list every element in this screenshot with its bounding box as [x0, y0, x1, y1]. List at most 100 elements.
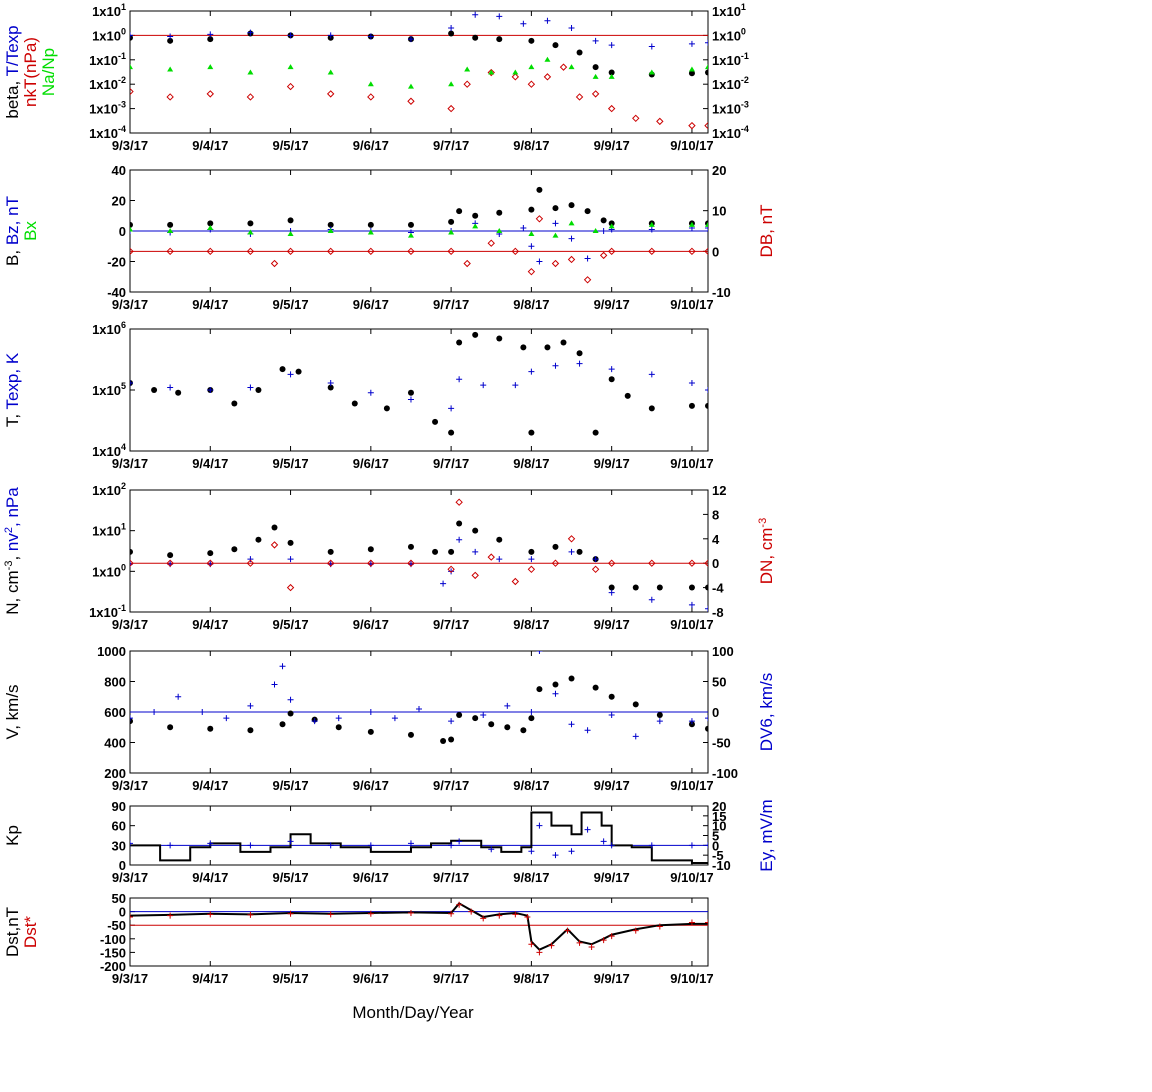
- y-tick-label-right: 1x101: [712, 2, 746, 19]
- data-point: [367, 247, 375, 256]
- y-axis-label-left: T, Texp, K: [3, 352, 22, 427]
- data-area: [130, 651, 708, 744]
- x-tick-label: 9/5/17: [272, 456, 308, 471]
- plot-frame: [129, 805, 709, 866]
- panel-T: 9/3/17 9/4/17 9/5/17 9/6/17 9/7/17 9/8/17 9/9/…: [3, 320, 714, 471]
- data-point: [167, 724, 174, 731]
- data-point: [632, 584, 639, 591]
- data-point: [231, 400, 238, 407]
- data-point: [704, 559, 708, 567]
- data-point: [512, 69, 519, 75]
- data-point: [130, 380, 133, 387]
- data-point: [608, 693, 615, 700]
- data-point: [166, 93, 174, 101]
- data-point: [407, 97, 415, 105]
- y-tick-label-right: -50: [712, 736, 731, 751]
- data-point: [432, 548, 439, 555]
- x-tick-label: 9/9/17: [594, 617, 630, 632]
- data-point: [440, 580, 447, 587]
- data-point: [632, 701, 639, 708]
- data-point: [287, 710, 294, 717]
- data-point: [487, 553, 495, 561]
- data-point: [632, 927, 639, 934]
- y-tick-label-left: 1x10-4: [89, 124, 126, 141]
- data-point: [407, 543, 414, 550]
- y-axis-label-right: DB, nT: [757, 205, 776, 258]
- data-point: [656, 712, 663, 719]
- data-point: [520, 224, 527, 231]
- data-point: [472, 331, 479, 338]
- data-point: [705, 919, 708, 926]
- data-point: [287, 64, 294, 70]
- y-axis-label-left: N, cm-3, nv2, nPa: [3, 487, 22, 615]
- data-point: [551, 559, 560, 567]
- x-tick-label: 9/8/17: [513, 138, 549, 153]
- y-tick-label-right: 0: [712, 705, 719, 720]
- y-tick-label-right: -5: [712, 848, 724, 863]
- data-point: [407, 247, 415, 256]
- data-point: [167, 384, 174, 391]
- data-point: [463, 259, 471, 268]
- data-point: [367, 33, 374, 40]
- data-point: [552, 690, 559, 697]
- data-point: [584, 208, 591, 215]
- data-point: [335, 715, 342, 722]
- y-tick-label-right: -8: [712, 605, 724, 620]
- data-point: [456, 901, 463, 908]
- data-point: [130, 715, 133, 722]
- data-point: [246, 247, 255, 256]
- data-point: [351, 400, 358, 407]
- data-point: [207, 550, 214, 557]
- y-axis-label-right: DV6, km/s: [757, 673, 776, 751]
- data-point: [231, 546, 238, 553]
- data-point: [206, 247, 214, 256]
- data-point: [367, 389, 374, 396]
- data-point: [656, 718, 663, 725]
- data-point: [511, 247, 520, 256]
- data-point: [592, 73, 599, 79]
- data-point: [327, 32, 334, 39]
- data-point: [367, 229, 374, 235]
- data-point: [648, 596, 655, 603]
- data-point: [247, 727, 254, 734]
- y-tick-label-right: 8: [712, 507, 719, 522]
- y-tick-label-left: 1x10-1: [89, 603, 126, 620]
- x-tick-label: 9/7/17: [433, 778, 469, 793]
- data-point: [600, 217, 607, 224]
- x-tick-label: 9/3/17: [112, 778, 148, 793]
- x-tick-label: 9/8/17: [513, 971, 549, 986]
- data-point: [279, 721, 286, 728]
- data-point: [511, 73, 520, 81]
- data-point: [632, 733, 639, 740]
- data-point: [326, 559, 335, 567]
- data-point: [648, 43, 655, 50]
- data-point: [496, 209, 503, 216]
- x-tick-label: 9/8/17: [513, 778, 549, 793]
- data-point: [608, 42, 615, 49]
- x-tick-label: 9/3/17: [112, 971, 148, 986]
- data-point: [520, 20, 527, 27]
- data-point: [448, 910, 455, 917]
- y-tick-label-right: -4: [712, 581, 724, 596]
- data-point: [279, 366, 286, 373]
- data-point: [448, 736, 455, 743]
- data-point: [567, 255, 576, 264]
- data-point: [648, 247, 656, 256]
- data-point: [367, 546, 374, 553]
- data-point: [600, 228, 607, 234]
- data-point: [592, 37, 599, 44]
- data-point: [607, 247, 616, 256]
- x-tick-label: 9/10/17: [670, 971, 713, 986]
- y-tick-label-left: 800: [104, 675, 126, 690]
- data-point: [543, 73, 552, 81]
- data-point: [488, 721, 495, 728]
- x-tick-label: 9/9/17: [594, 138, 630, 153]
- x-tick-label: 9/6/17: [353, 778, 389, 793]
- data-point: [504, 724, 511, 731]
- data-point: [167, 33, 174, 40]
- x-tick-label: 9/9/17: [594, 870, 630, 885]
- y-tick-label-left: 1000: [97, 644, 126, 659]
- data-point: [564, 927, 571, 934]
- data-point: [688, 721, 695, 728]
